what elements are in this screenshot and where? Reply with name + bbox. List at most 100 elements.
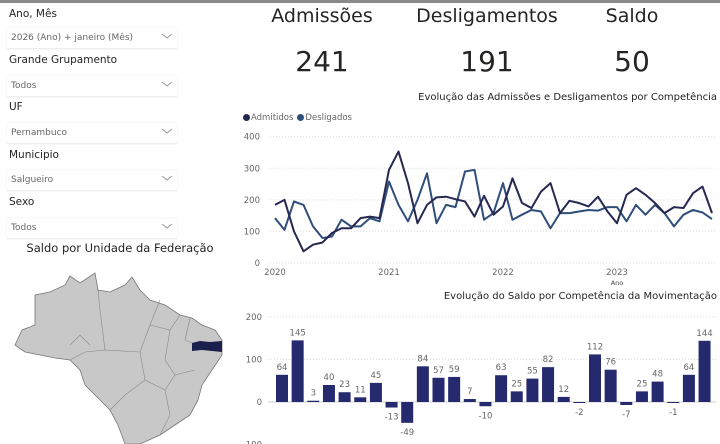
kpi-admissoes-value: 241 bbox=[295, 45, 349, 78]
filter-label: Sexo bbox=[9, 196, 35, 208]
top-border bbox=[0, 0, 720, 3]
bar bbox=[338, 392, 351, 402]
filter-dropdown[interactable]: Todos bbox=[7, 76, 177, 97]
data-label: -13 bbox=[385, 413, 399, 423]
filter-dropdown[interactable]: Salgueiro bbox=[7, 170, 177, 191]
x-tick-label: 2020 bbox=[264, 268, 286, 278]
brazil-map[interactable] bbox=[0, 255, 240, 444]
state-borders bbox=[69, 289, 196, 436]
bar bbox=[401, 402, 414, 423]
y-tick-label: 0 bbox=[257, 398, 262, 408]
bar bbox=[698, 340, 711, 402]
data-label: 144 bbox=[696, 329, 712, 339]
data-label: 63 bbox=[496, 363, 507, 373]
y-tick-label: 200 bbox=[244, 196, 260, 206]
dropdown-value: 2026 (Ano) + janeiro (Mês) bbox=[11, 33, 134, 43]
kpi-saldo-title: Saldo bbox=[605, 5, 659, 27]
bar bbox=[620, 402, 633, 405]
legend-dot-icon bbox=[297, 114, 305, 121]
data-label: 48 bbox=[652, 370, 663, 380]
bar bbox=[557, 396, 570, 402]
bar bbox=[635, 391, 648, 402]
bar bbox=[354, 397, 367, 402]
dropdown-value: Todos bbox=[11, 81, 37, 91]
filter-label: Ano, Mês bbox=[9, 8, 57, 20]
chevron-down-icon bbox=[161, 81, 173, 87]
y-tick-label: 0 bbox=[255, 259, 260, 269]
bar bbox=[682, 374, 695, 402]
legend-admitidos[interactable]: Admitidos bbox=[243, 113, 293, 123]
bar bbox=[291, 340, 304, 402]
bar bbox=[526, 378, 539, 402]
data-label: -7 bbox=[622, 410, 630, 420]
legend-label: Admitidos bbox=[251, 113, 294, 123]
data-label: 25 bbox=[511, 379, 522, 389]
bar bbox=[495, 375, 508, 402]
y-tick-label: 100 bbox=[244, 227, 260, 237]
x-tick-label: 2022 bbox=[492, 268, 514, 278]
line-chart-title: Evolução das Admissões e Desligamentos p… bbox=[418, 92, 717, 103]
legend-label: Desligados bbox=[305, 113, 352, 123]
filter-label: UF bbox=[9, 101, 23, 113]
chevron-down-icon bbox=[161, 128, 173, 134]
bar bbox=[416, 366, 429, 402]
data-label: 23 bbox=[339, 380, 350, 390]
dropdown-value: Salgueiro bbox=[11, 175, 54, 185]
x-axis-title: Ano bbox=[611, 279, 624, 287]
data-label: 12 bbox=[558, 385, 569, 395]
data-label: 57 bbox=[433, 366, 444, 376]
kpi-saldo-value: 50 bbox=[614, 45, 650, 78]
bar bbox=[667, 402, 680, 403]
bar bbox=[651, 381, 664, 402]
chevron-down-icon bbox=[161, 33, 173, 39]
x-tick-label: 2023 bbox=[606, 268, 628, 278]
line-legend: Admitidos Desligados bbox=[243, 113, 352, 123]
dropdown-value: Pernambuco bbox=[11, 128, 68, 138]
bar bbox=[307, 400, 320, 402]
data-label: 3 bbox=[311, 389, 316, 399]
bar-chart-title: Evolução do Saldo por Competência da Mov… bbox=[443, 291, 717, 302]
kpi-desligamentos-value: 191 bbox=[460, 45, 514, 78]
data-label: 55 bbox=[527, 367, 538, 377]
y-tick-label: 300 bbox=[244, 164, 260, 174]
y-tick-label: 400 bbox=[244, 133, 260, 143]
bar bbox=[589, 354, 601, 402]
data-label: -49 bbox=[400, 428, 414, 438]
bar bbox=[510, 391, 523, 402]
chevron-down-icon bbox=[161, 223, 173, 229]
y-tick-label: -100 bbox=[243, 441, 262, 444]
data-label: -1 bbox=[669, 408, 677, 418]
data-label: -10 bbox=[479, 411, 493, 421]
filter-label: Grande Grupamento bbox=[9, 54, 118, 66]
bar bbox=[369, 382, 382, 402]
data-label: 7 bbox=[467, 387, 472, 397]
brazil-shape bbox=[14, 272, 223, 444]
filter-dropdown[interactable]: Pernambuco bbox=[7, 123, 177, 144]
bar bbox=[432, 377, 445, 402]
data-label: 84 bbox=[417, 354, 428, 364]
kpi-admissoes-title: Admissões bbox=[271, 5, 373, 27]
chevron-down-icon bbox=[161, 175, 173, 181]
data-label: 76 bbox=[605, 358, 616, 368]
dropdown-value: Todos bbox=[11, 223, 37, 233]
legend-dot-icon bbox=[243, 114, 250, 121]
filter-dropdown[interactable]: 2026 (Ano) + janeiro (Mês) bbox=[7, 28, 177, 49]
bar bbox=[542, 367, 555, 402]
series-line-admitidos bbox=[274, 150, 713, 253]
data-label: 45 bbox=[370, 371, 381, 381]
filter-label: Municipio bbox=[9, 149, 59, 161]
bar bbox=[322, 385, 335, 402]
pernambuco-highlight[interactable] bbox=[192, 341, 222, 352]
data-label: 40 bbox=[324, 373, 335, 383]
bar bbox=[448, 376, 461, 402]
data-label: -2 bbox=[575, 408, 583, 418]
kpi-desligamentos-title: Desligamentos bbox=[416, 5, 558, 27]
bar bbox=[573, 402, 586, 403]
data-label: 145 bbox=[290, 328, 306, 338]
legend-desligados[interactable]: Desligados bbox=[297, 113, 352, 123]
bar bbox=[479, 402, 492, 407]
x-tick-label: 2021 bbox=[378, 268, 400, 278]
data-label: 64 bbox=[683, 363, 694, 373]
filter-dropdown[interactable]: Todos bbox=[7, 218, 177, 239]
